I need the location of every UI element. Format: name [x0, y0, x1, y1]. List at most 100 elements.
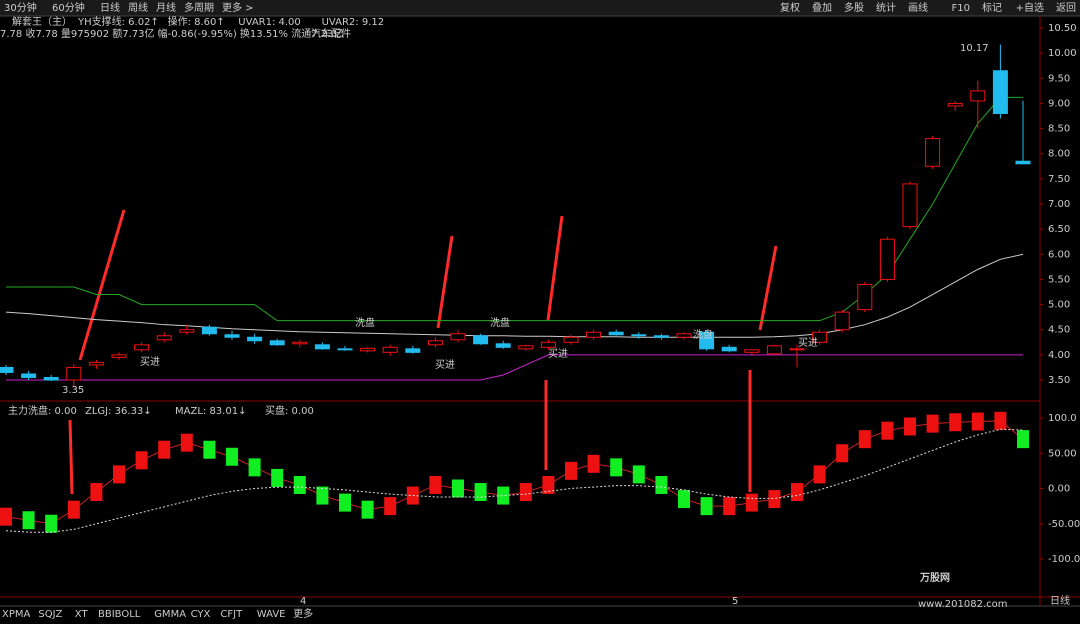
- candle-body: [201, 326, 217, 335]
- candle-body: [0, 366, 14, 373]
- action-button[interactable]: 标记: [982, 2, 1002, 14]
- y-tick-label: 5.00: [1048, 300, 1070, 311]
- zlgj-bar: [565, 461, 577, 480]
- period-tab[interactable]: 周线: [128, 1, 148, 14]
- y-tick-label: 3.50: [1048, 375, 1070, 386]
- action-button[interactable]: 复权: [780, 1, 800, 14]
- period-tab[interactable]: 月线: [156, 1, 176, 14]
- zlgj-bar: [135, 451, 148, 470]
- candle-body: [586, 331, 602, 338]
- action-button[interactable]: 多股: [844, 1, 864, 14]
- zlgj-bar: [791, 483, 803, 502]
- x-label: 4: [300, 596, 306, 607]
- zlgj-bar: [1017, 430, 1029, 449]
- annotation: 买进: [140, 356, 160, 368]
- candle-body: [699, 331, 715, 350]
- candle-body: [292, 341, 308, 345]
- indicator-value: 主力洗盘: 0.00: [8, 404, 77, 417]
- zlgj-bar: [293, 475, 306, 494]
- arrow: [546, 215, 564, 321]
- period-tab[interactable]: 30分钟: [4, 1, 37, 14]
- period-tab[interactable]: 更多 >: [222, 1, 254, 14]
- zlgj-bar: [0, 507, 12, 526]
- zlgj-bar: [226, 447, 238, 466]
- candle-body: [111, 354, 127, 358]
- candle-body: [427, 340, 443, 346]
- action-button[interactable]: 叠加: [812, 2, 832, 14]
- zlgj-bar: [700, 497, 713, 516]
- y-tick-label: 4.50: [1048, 325, 1070, 336]
- line-zlgj: [5, 420, 1024, 525]
- candle-body: [766, 345, 782, 355]
- zlgj-bar: [497, 486, 510, 505]
- period-tab[interactable]: 60分钟: [52, 1, 85, 14]
- indicator-tab[interactable]: WAVE: [257, 609, 286, 620]
- toolbar: [0, 0, 1080, 16]
- candle-body: [224, 334, 240, 338]
- indicator-tab[interactable]: 更多: [293, 607, 313, 620]
- annotation: 买进: [548, 348, 568, 360]
- candle-body: [495, 343, 511, 348]
- zlgj-bar: [904, 417, 916, 436]
- candle-body: [721, 346, 737, 352]
- indicator-value: UVAR2: 9.12: [322, 17, 385, 28]
- y-tick-label: 8.00: [1048, 149, 1070, 160]
- zlgj-bar: [994, 411, 1007, 430]
- candle-body: [925, 138, 941, 167]
- zlgj-bar: [632, 465, 645, 484]
- line-ma: [5, 253, 1024, 338]
- indicator-tab[interactable]: SQJZ: [38, 609, 62, 620]
- action-button[interactable]: 统计: [876, 1, 896, 14]
- period-tab[interactable]: 日线: [100, 1, 120, 14]
- y-tick-label: 5.50: [1048, 274, 1070, 285]
- zlgj-bar: [858, 430, 871, 449]
- candle-body: [812, 331, 828, 343]
- zlgj-bar: [113, 465, 125, 484]
- arrow: [436, 235, 454, 329]
- action-button[interactable]: 画线: [908, 1, 928, 14]
- candle-body: [269, 340, 285, 346]
- indicator-tab[interactable]: XT: [75, 609, 89, 620]
- candle-body: [992, 70, 1008, 114]
- zlgj-bar: [745, 493, 758, 512]
- action-button[interactable]: F10: [952, 3, 970, 14]
- arrows: [68, 209, 778, 495]
- candle-body: [563, 336, 579, 343]
- indicator-tab[interactable]: XPMA: [2, 609, 31, 620]
- indicator-tab[interactable]: CFJT: [220, 609, 243, 620]
- indicator-value: MAZL: 83.01↓: [175, 406, 246, 417]
- zlgj-bar: [339, 493, 351, 512]
- indicator-tab[interactable]: GMMA: [154, 609, 186, 620]
- candle-body: [382, 346, 398, 353]
- annotation: 洗盘: [355, 316, 375, 329]
- candle-body: [834, 311, 850, 331]
- y-tick-label: -50.00: [1048, 519, 1080, 530]
- zlgj-bar: [429, 475, 442, 494]
- arrow: [78, 209, 126, 361]
- zlgj-bar: [452, 479, 464, 498]
- y-tick-label: 9.50: [1048, 73, 1070, 84]
- candle-body: [789, 348, 805, 351]
- indicator-tab[interactable]: BBIBOLL: [98, 609, 141, 620]
- candle-body: [473, 335, 489, 345]
- zlgj-bar: [90, 483, 103, 502]
- action-button[interactable]: +自选: [1016, 1, 1044, 14]
- arrow: [758, 245, 778, 331]
- zlgj-bar: [248, 458, 261, 477]
- zlgj-bar: [542, 475, 555, 494]
- y-tick-label: 100.0: [1048, 413, 1077, 424]
- period-tab[interactable]: 多周期: [184, 1, 214, 14]
- zlgj-bar: [655, 475, 668, 494]
- candle-body: [405, 348, 421, 353]
- candle-body: [337, 348, 353, 351]
- watermark-url: www.201082.com: [918, 599, 1008, 610]
- candle-body: [744, 349, 760, 353]
- zlgj-bar: [587, 454, 600, 473]
- indicator-value: UVAR1: 4.00: [238, 17, 300, 28]
- high-label: 10.17: [960, 43, 989, 54]
- indicator-tab[interactable]: CYX: [191, 609, 211, 620]
- action-button[interactable]: 返回: [1056, 2, 1076, 14]
- line-support: [6, 96, 1023, 322]
- zlgj-bar: [813, 465, 826, 484]
